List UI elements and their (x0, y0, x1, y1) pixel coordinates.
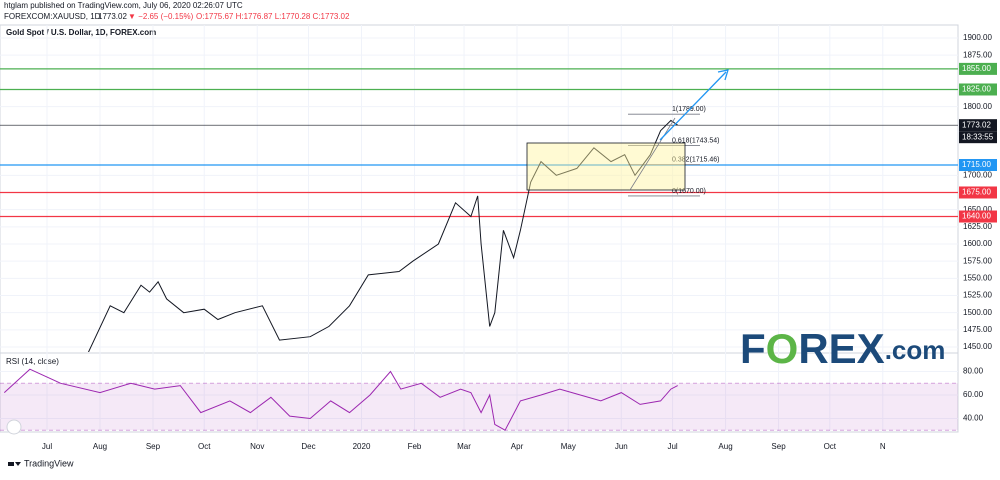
x-tick-label: Oct (198, 442, 211, 451)
y-tick-label: 1600.00 (963, 239, 992, 248)
x-tick-label: Aug (93, 442, 107, 451)
logo-f: F (740, 325, 766, 372)
level-label: 1773.02 (962, 120, 991, 129)
level-label: 1675.00 (962, 188, 991, 197)
x-tick-label: Dec (301, 442, 315, 451)
y-tick-label: 1550.00 (963, 273, 992, 282)
y-tick-label: 1900.00 (963, 33, 992, 42)
level-label: 1715.00 (962, 160, 991, 169)
ohlc: O:1775.67 H:1776.87 L:1770.28 C:1773.02 (196, 12, 350, 21)
footer-icon (8, 462, 21, 466)
y-tick-label: 1800.00 (963, 102, 992, 111)
x-tick-label: May (561, 442, 576, 451)
countdown-tag (959, 131, 997, 144)
tv-icon (6, 419, 22, 435)
x-tick-label: Feb (408, 442, 422, 451)
y-tick-label: 1450.00 (963, 342, 992, 351)
y-tick-label: 1500.00 (963, 308, 992, 317)
publisher: htglam published on TradingView.com, Jul… (4, 1, 243, 10)
range-box (526, 142, 686, 191)
level-label: 1640.00 (962, 212, 991, 221)
y-tick-label: 1650.00 (963, 205, 992, 214)
fib-label: 0(1670.00) (672, 188, 706, 195)
level-tag (959, 186, 997, 199)
x-tick-label: Apr (511, 442, 524, 451)
level-tag (959, 159, 997, 172)
level-label: 1855.00 (962, 64, 991, 73)
level-tag (959, 62, 997, 75)
level-label: 1825.00 (962, 85, 991, 94)
rsi-title: RSI (14, close) (6, 357, 59, 366)
x-tick-label: Nov (250, 442, 264, 451)
x-tick-label: Oct (824, 442, 837, 451)
x-tick-label: Jul (667, 442, 677, 451)
y-tick-label: 1475.00 (963, 325, 992, 334)
fib-label: 0.382(1715.46) (672, 157, 719, 164)
x-tick-label: Jul (42, 442, 52, 451)
logo-com: .com (885, 335, 946, 365)
fib-label: 0.618(1743.54) (672, 137, 719, 144)
x-tick-label: Mar (457, 442, 471, 451)
arrow-head (717, 69, 729, 81)
level-tag (959, 210, 997, 223)
y-tick-label: 1875.00 (963, 50, 992, 59)
series-line (87, 119, 678, 352)
rsi-band (0, 383, 958, 431)
level-tag (959, 83, 997, 96)
x-tick-label: Sep (771, 442, 786, 451)
y-tick-label: 60.00 (963, 390, 984, 399)
logo-o: O (766, 325, 799, 372)
chart-title: Gold Spot / U.S. Dollar, 1D, FOREX.com (6, 28, 156, 37)
y-tick-label: 1575.00 (963, 256, 992, 265)
footer: TradingView (24, 458, 74, 468)
countdown: 18:33:55 (962, 132, 994, 141)
y-tick-label: 1700.00 (963, 170, 992, 179)
x-tick-label: Jun (615, 442, 628, 451)
x-tick-label: Sep (146, 442, 161, 451)
series-line (3, 368, 678, 431)
y-tick-label: 1525.00 (963, 291, 992, 300)
logo-rex: REX (798, 325, 884, 372)
arrow (659, 71, 727, 141)
y-tick-label: 40.00 (963, 414, 984, 423)
x-tick-label: N (880, 442, 886, 451)
symbol: FOREXCOM:XAUUSD, 1D (4, 12, 101, 21)
x-tick-label: 2020 (353, 442, 371, 451)
x-tick-label: Aug (718, 442, 732, 451)
change: ▼ −2.65 (−0.15%) (128, 12, 194, 21)
y-tick-label: 1625.00 (963, 222, 992, 231)
y-tick-label: 80.00 (963, 367, 984, 376)
logo: FOREX.com (740, 325, 945, 372)
fib-trend (629, 117, 676, 191)
level-tag (959, 119, 997, 132)
last: 1773.02 (98, 12, 127, 21)
